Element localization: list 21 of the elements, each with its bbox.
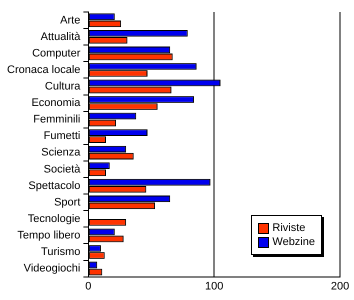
y-tick-label: Fumetti bbox=[44, 130, 80, 142]
y-tick-label: Sport bbox=[54, 196, 80, 208]
y-tick-label: Femminili bbox=[33, 114, 80, 126]
y-tick-label: Arte bbox=[60, 14, 80, 26]
x-tick-label: 200 bbox=[330, 280, 350, 292]
x-tick-label: 0 bbox=[85, 280, 92, 292]
y-tick-label: Spettacolo bbox=[28, 180, 80, 192]
y-tick-label: Videogiochi bbox=[24, 262, 80, 275]
y-tick-label: Società bbox=[44, 163, 82, 176]
y-tick-label: Cultura bbox=[44, 80, 82, 93]
legend-label: Riviste bbox=[272, 222, 306, 234]
y-tick-label: Computer bbox=[32, 47, 81, 60]
y-tick-label: Turismo bbox=[41, 246, 80, 258]
x-tick-label: 100 bbox=[205, 280, 224, 292]
y-tick-label: Tecnologie bbox=[28, 212, 80, 225]
y-tick-label: Attualità bbox=[40, 30, 82, 43]
y-tick-label: Scienza bbox=[41, 146, 82, 159]
y-tick-label: Economia bbox=[31, 97, 82, 110]
legend-label: Webzine bbox=[272, 236, 315, 248]
y-tick-label: Cronaca locale bbox=[7, 64, 80, 76]
y-tick-label: Tempo libero bbox=[17, 229, 80, 242]
